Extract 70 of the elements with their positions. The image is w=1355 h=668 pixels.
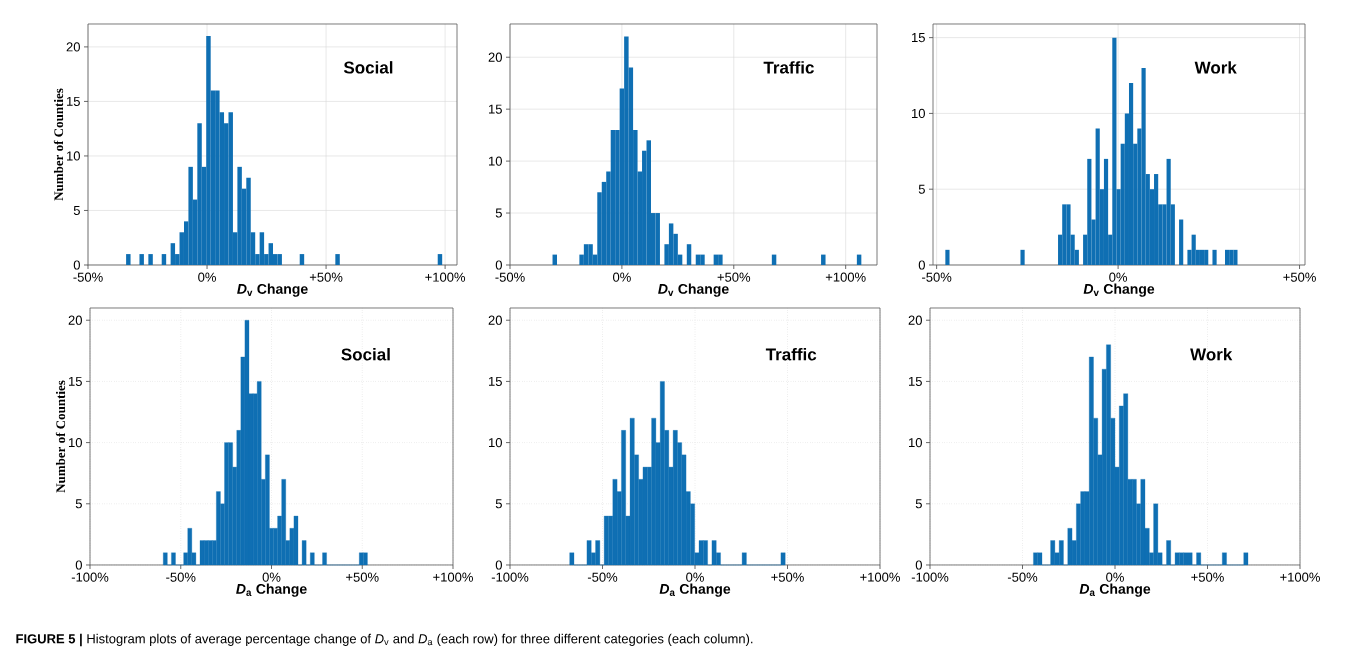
- x-tick-label: +50%: [1283, 272, 1316, 282]
- x-tick-label: +100%: [433, 572, 473, 582]
- x-tick-label: 0%: [262, 572, 281, 582]
- text: FIGURE 5 | Histogram plots of average percentage change of D$_{v}$ and D$_{a}$ (each row) for three different categories (each column).: [16, 633, 753, 647]
- annotation: Social: [343, 61, 393, 74]
- x-axis-title: D$_{v}$ Change: [237, 283, 308, 297]
- y-tick-label: 10: [909, 438, 922, 448]
- y-tick-label: 20: [488, 52, 502, 62]
- y-tick-label: 15: [909, 376, 922, 386]
- x-tick-label: -100%: [911, 572, 949, 582]
- x-tick-label: -100%: [491, 572, 529, 582]
- x-tick-label: +50%: [717, 272, 751, 282]
- x-tick-label: -50%: [73, 272, 103, 282]
- y-tick-label: 5: [915, 499, 922, 509]
- y-tick-label: 5: [495, 208, 502, 218]
- x-tick-label: 0%: [198, 272, 216, 282]
- y-tick-label: 15: [67, 96, 80, 106]
- x-tick-label: -100%: [71, 572, 109, 582]
- y-axis-title: Number of Counties: [55, 380, 66, 493]
- x-tick-label: -50%: [495, 272, 525, 282]
- x-tick-label: -50%: [166, 572, 196, 582]
- y-tick-label: 20: [488, 315, 502, 325]
- y-tick-label: 5: [918, 184, 925, 194]
- annotation: Traffic: [763, 61, 814, 74]
- y-tick-label: 0: [495, 560, 502, 570]
- y-tick-label: 20: [68, 315, 82, 325]
- x-tick-label: 0%: [686, 572, 704, 582]
- y-tick-label: 20: [908, 315, 922, 325]
- x-axis-title: D$_{a}$ Change: [1079, 583, 1151, 597]
- y-tick-label: 15: [69, 376, 82, 386]
- y-tick-label: 0: [75, 560, 82, 570]
- x-tick-label: +100%: [825, 272, 866, 282]
- x-tick-label: +50%: [309, 272, 343, 282]
- x-axis-title: D$_{a}$ Change: [236, 583, 307, 597]
- x-tick-label: -50%: [922, 272, 952, 282]
- y-tick-label: 15: [912, 33, 925, 43]
- y-tick-label: 5: [73, 205, 80, 215]
- annotation: Traffic: [765, 348, 817, 361]
- x-axis-title: D$_{a}$ Change: [659, 583, 731, 597]
- x-tick-label: 0%: [613, 272, 631, 282]
- y-tick-label: 0: [73, 260, 80, 270]
- x-tick-label: +50%: [346, 572, 379, 582]
- y-tick-label: 20: [66, 42, 80, 52]
- annotation: Work: [1190, 348, 1233, 361]
- y-tick-label: 15: [489, 376, 502, 386]
- y-tick-label: 10: [489, 438, 502, 448]
- x-axis-title: D$_{v}$ Change: [1083, 283, 1155, 297]
- x-tick-label: -50%: [587, 572, 618, 582]
- y-tick-label: 0: [495, 260, 502, 270]
- x-tick-label: 0%: [1109, 272, 1128, 282]
- y-tick-label: 10: [912, 108, 925, 119]
- y-tick-label: 10: [67, 151, 80, 161]
- y-tick-label: 15: [489, 104, 502, 114]
- y-axis-title: Number of Counties: [53, 88, 64, 201]
- y-tick-label: 0: [915, 560, 922, 570]
- x-tick-label: -50%: [1007, 572, 1038, 582]
- x-tick-label: +50%: [1191, 572, 1224, 582]
- x-tick-label: +100%: [860, 572, 900, 582]
- y-tick-label: 5: [495, 499, 502, 509]
- annotation: Social: [341, 348, 390, 361]
- annotation: Work: [1194, 61, 1237, 74]
- x-tick-label: +100%: [425, 272, 466, 282]
- x-tick-label: +100%: [1280, 572, 1320, 582]
- y-tick-label: 10: [69, 438, 82, 448]
- y-tick-label: 5: [75, 499, 82, 509]
- y-tick-label: 10: [489, 156, 502, 166]
- y-tick-label: 0: [918, 260, 925, 270]
- x-tick-label: +50%: [771, 572, 804, 582]
- x-axis-title: D$_{v}$ Change: [658, 283, 729, 297]
- x-tick-label: 0%: [1106, 572, 1124, 582]
